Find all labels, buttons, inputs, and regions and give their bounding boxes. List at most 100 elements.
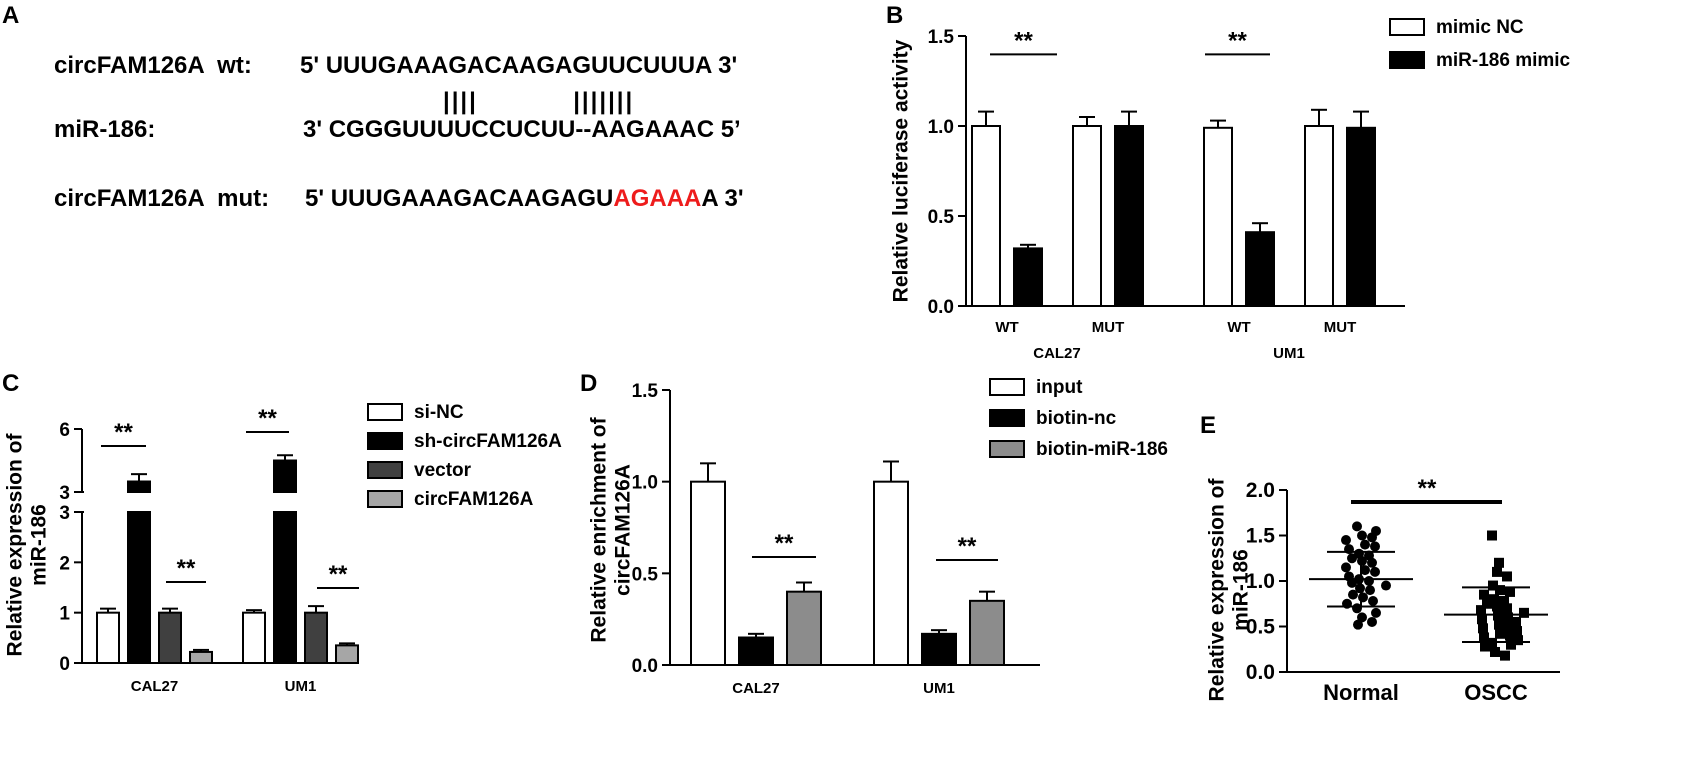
- wt-seq-text: 5' UUUGAAAGACAAGAGUUCUUUA 3': [300, 52, 738, 79]
- b-y-tick-label: 0.0: [928, 297, 954, 318]
- e-y-tick-label: 1.5: [1246, 525, 1276, 548]
- d-y-tick-label: 0.5: [632, 564, 659, 585]
- c-sig-label: **: [329, 561, 348, 588]
- c-y-tick-label: 0: [59, 654, 70, 675]
- e-point-oscc: [1494, 557, 1504, 568]
- e-point-normal: [1364, 576, 1374, 586]
- d-y-tick-label: 0.0: [632, 656, 658, 677]
- b-legend-label: miR-186 mimic: [1436, 50, 1571, 71]
- e-y-tick-label: 0.5: [1246, 616, 1276, 639]
- mir-seq-text: 3' CGGGUUUUCCUCUU--AAGAAAC 5’: [303, 116, 741, 143]
- d-y-axis-title-line: Relative enrichment of: [587, 416, 610, 642]
- e-point-oscc: [1492, 566, 1502, 577]
- e-y-axis-title-line: Relative expression of: [1205, 478, 1228, 702]
- c-legend-label: si-NC: [414, 402, 464, 423]
- mut-seq-pre: 5' UUUGAAAGACAAGAGU: [305, 185, 614, 212]
- b-x-tick-label: MUT: [1092, 319, 1125, 336]
- e-point-normal: [1368, 596, 1378, 607]
- c-bar-sh-circfam126a: [127, 480, 151, 493]
- e-point-normal: [1341, 535, 1351, 546]
- e-point-normal: [1353, 619, 1363, 630]
- e-y-axis-title: Relative expression of miR-186: [1205, 478, 1252, 702]
- e-point-oscc: [1477, 614, 1487, 625]
- e-point-oscc: [1482, 598, 1492, 609]
- b-bar-mir186-mimic: [1346, 126, 1376, 307]
- b-group-label: CAL27: [1033, 345, 1081, 362]
- d-y-tick-label: 1.5: [632, 381, 659, 402]
- e-point-normal: [1381, 580, 1391, 591]
- mir-sequence: 3' CGGGUUUUCCUCUU--AAGAAAC 5’: [303, 116, 741, 144]
- d-group-label: CAL27: [732, 680, 780, 697]
- b-legend-swatch: [1389, 18, 1425, 36]
- mut-seq-post: A 3': [701, 185, 744, 212]
- e-point-normal: [1358, 592, 1368, 603]
- pairing-bars: |||| |||||||: [443, 88, 635, 115]
- e-point-normal: [1371, 607, 1381, 618]
- panel-letter-b: B: [886, 2, 904, 29]
- e-point-normal: [1341, 562, 1351, 573]
- e-point-oscc: [1478, 623, 1488, 634]
- mir-label: miR-186:: [54, 116, 156, 143]
- e-point-normal: [1352, 521, 1362, 532]
- d-bar-biotin-nc: [738, 636, 774, 666]
- c-bar-si-nc: [242, 611, 266, 665]
- e-point-normal: [1357, 530, 1367, 541]
- c-bar-sh-circfam126a: [127, 511, 151, 664]
- e-point-oscc: [1479, 632, 1489, 643]
- c-y-axis-title-line: Relative expression of: [3, 433, 26, 657]
- e-y-tick-label: 2.0: [1246, 479, 1275, 502]
- b-y-axis-title: Relative luciferase activity: [889, 39, 912, 302]
- c-y-tick-label: 1: [59, 604, 70, 625]
- e-point-oscc: [1479, 589, 1489, 600]
- e-point-oscc: [1494, 619, 1504, 630]
- panel-letter-e: E: [1200, 412, 1217, 439]
- e-point-oscc: [1480, 641, 1490, 652]
- b-x-tick-label: WT: [1227, 319, 1250, 336]
- e-point-oscc: [1502, 603, 1512, 614]
- b-bar-mimic-nc: [971, 125, 1001, 307]
- c-y-tick-label: 2: [59, 553, 70, 574]
- c-sig-label: **: [258, 405, 277, 432]
- e-point-oscc: [1506, 639, 1516, 650]
- panel-letter-d: D: [580, 370, 598, 397]
- c-bar-vector: [158, 611, 182, 665]
- c-legend-swatch: [367, 461, 403, 479]
- b-bar-mir186-mimic: [1245, 231, 1275, 307]
- e-point-oscc: [1499, 596, 1509, 607]
- e-point-normal: [1347, 553, 1357, 564]
- c-group-label: CAL27: [131, 678, 179, 695]
- c-legend-label: sh-circFAM126A: [414, 431, 562, 452]
- c-bar-sh-circfam126a: [273, 511, 297, 664]
- e-point-oscc: [1505, 586, 1515, 597]
- e-y-axis-title-line: miR-186: [1229, 549, 1252, 631]
- e-point-normal: [1360, 565, 1370, 576]
- c-bar-circfam126a: [335, 644, 359, 665]
- wt-label: circFAM126A wt:: [54, 52, 252, 79]
- b-legend-label: mimic NC: [1436, 17, 1524, 38]
- e-point-oscc: [1490, 646, 1500, 657]
- e-point-normal: [1348, 589, 1358, 600]
- d-bar-input: [690, 480, 726, 666]
- e-point-oscc: [1503, 612, 1513, 623]
- b-y-tick-label: 0.5: [928, 207, 955, 228]
- mut-sequence: 5' UUUGAAAGACAAGAGUAGAAAA 3': [305, 185, 744, 213]
- d-bar-input: [873, 480, 909, 666]
- d-sig-label: **: [958, 533, 977, 560]
- e-point-oscc: [1519, 607, 1529, 618]
- b-y-tick-label: 1.0: [928, 117, 954, 138]
- e-point-normal: [1365, 585, 1375, 596]
- panel-letter-c: C: [2, 370, 20, 397]
- e-point-oscc: [1502, 571, 1512, 582]
- c-group-label: UM1: [285, 678, 317, 695]
- d-legend-label: biotin-miR-186: [1036, 439, 1168, 460]
- e-point-normal: [1370, 566, 1380, 577]
- b-bar-mir186-mimic: [1114, 125, 1144, 307]
- c-sig-label: **: [114, 419, 133, 446]
- e-point-normal: [1347, 577, 1357, 588]
- c-bar-vector: [304, 611, 328, 665]
- d-legend-label: input: [1036, 377, 1083, 398]
- d-legend-label: biotin-nc: [1036, 408, 1117, 429]
- d-legend-swatch: [989, 409, 1025, 427]
- e-point-normal: [1357, 612, 1367, 623]
